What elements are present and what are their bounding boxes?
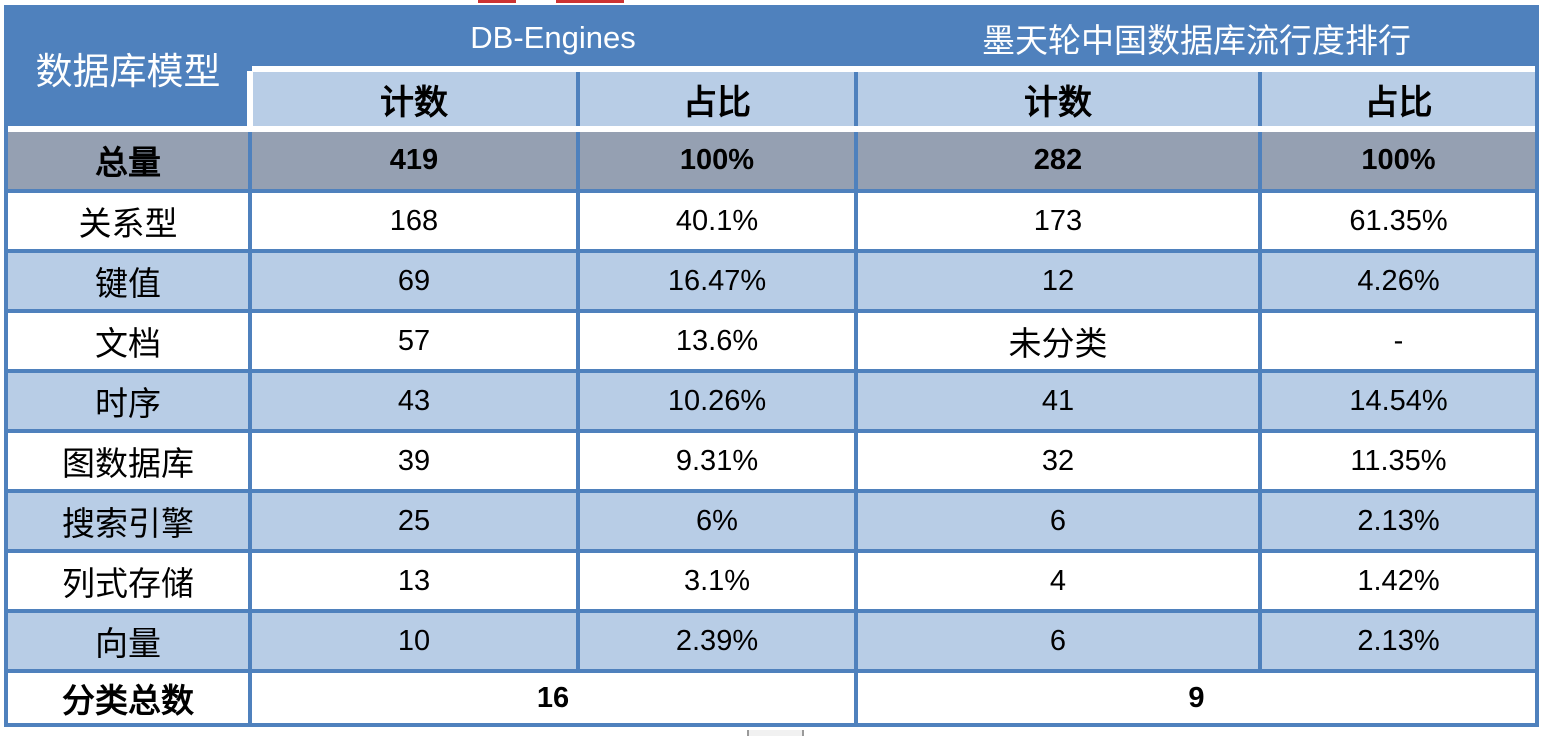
footer-motianlun-category-count: 9 (858, 673, 1535, 723)
total-row-label: 总量 (8, 131, 248, 189)
group-header-db-engines: DB-Engines (252, 9, 854, 67)
total-mtl-count: 282 (858, 131, 1258, 189)
footer-row-label-category-total: 分类总数 (8, 673, 248, 723)
footer-db-engines-category-count: 16 (252, 673, 854, 723)
cell-value: 13.6% (580, 313, 854, 369)
subheader-count-motianlun: 计数 (858, 71, 1258, 127)
cell-value: 61.35% (1262, 193, 1535, 249)
subheader-count-db-engines: 计数 (252, 71, 576, 127)
header-white-separator-horizontal (252, 66, 1535, 72)
cell-value: 39 (252, 433, 576, 489)
cell-value: 25 (252, 493, 576, 549)
cell-value: 41 (858, 373, 1258, 429)
cell-value: 6% (580, 493, 854, 549)
cell-value: 32 (858, 433, 1258, 489)
cell-value: 2.13% (1262, 613, 1535, 669)
cell-value: 1.42% (1262, 553, 1535, 609)
row-label-time-series: 时序 (8, 373, 248, 429)
row-label-vector: 向量 (8, 613, 248, 669)
group-header-motianlun-ranking: 墨天轮中国数据库流行度排行 (858, 9, 1535, 67)
corner-header-database-model: 数据库模型 (8, 9, 248, 127)
cell-value: 57 (252, 313, 576, 369)
cell-value: 10 (252, 613, 576, 669)
cell-value: 11.35% (1262, 433, 1535, 489)
cell-value: 168 (252, 193, 576, 249)
subheader-share-db-engines: 占比 (580, 71, 854, 127)
row-label-graph: 图数据库 (8, 433, 248, 489)
red-underline-fragment (556, 0, 624, 3)
database-model-comparison-table: 数据库模型 DB-Engines 墨天轮中国数据库流行度排行 计数 占比 计数 … (4, 5, 1539, 727)
cell-value: 10.26% (580, 373, 854, 429)
cell-value: 173 (858, 193, 1258, 249)
cell-value: 40.1% (580, 193, 854, 249)
total-db-share: 100% (580, 131, 854, 189)
cell-value: 9.31% (580, 433, 854, 489)
total-mtl-share: 100% (1262, 131, 1535, 189)
total-db-count: 419 (252, 131, 576, 189)
cell-value: 14.54% (1262, 373, 1535, 429)
cell-value: 6 (858, 613, 1258, 669)
cell-value: 13 (252, 553, 576, 609)
subheader-white-separator-horizontal (8, 126, 1535, 132)
cell-value: 2.39% (580, 613, 854, 669)
cell-value: 2.13% (1262, 493, 1535, 549)
row-label-columnar: 列式存储 (8, 553, 248, 609)
cell-value: 4.26% (1262, 253, 1535, 309)
scrollbar-fragment (747, 730, 804, 736)
red-underline-fragment (478, 0, 516, 3)
cell-value: 4 (858, 553, 1258, 609)
cell-value: 43 (252, 373, 576, 429)
row-label-document: 文档 (8, 313, 248, 369)
subheader-share-motianlun: 占比 (1262, 71, 1535, 127)
cell-value: 3.1% (580, 553, 854, 609)
row-label-key-value: 键值 (8, 253, 248, 309)
row-label-relational: 关系型 (8, 193, 248, 249)
row-label-search-engine: 搜索引擎 (8, 493, 248, 549)
subheader-white-separator-vertical (247, 71, 253, 127)
cell-value: 69 (252, 253, 576, 309)
cell-value: 12 (858, 253, 1258, 309)
cell-value: 6 (858, 493, 1258, 549)
cell-value: - (1262, 313, 1535, 369)
cell-value: 16.47% (580, 253, 854, 309)
cell-value-unclassified: 未分类 (858, 313, 1258, 369)
